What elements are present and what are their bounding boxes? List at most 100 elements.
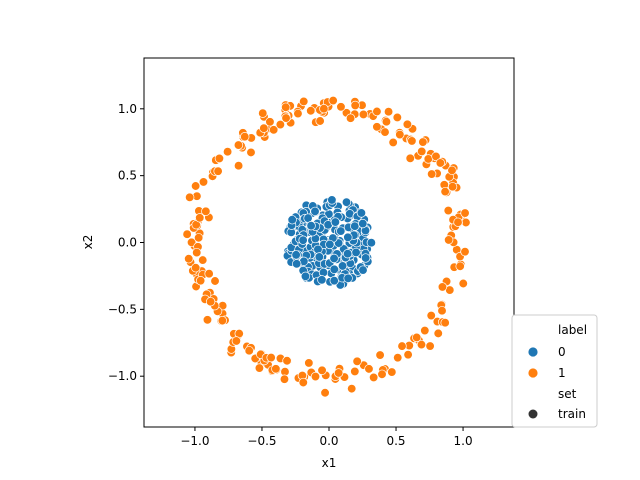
x-tick-label: 1.0 xyxy=(454,434,473,448)
point-series-1 xyxy=(279,374,290,384)
point-series-0 xyxy=(317,275,327,285)
point-series-1 xyxy=(293,108,303,119)
y-axis-label: x2 xyxy=(81,235,95,250)
y-tick-label: 0.5 xyxy=(118,169,137,183)
point-series-1 xyxy=(198,177,209,187)
point-series-1 xyxy=(233,161,244,171)
point-series-1 xyxy=(185,192,195,203)
point-series-1 xyxy=(266,352,276,363)
x-tick-label: −1.0 xyxy=(180,434,209,448)
point-series-1 xyxy=(265,117,275,127)
x-axis-ticks: −1.0 −0.5 0.0 0.5 1.0 xyxy=(180,427,473,448)
point-series-1 xyxy=(202,315,213,325)
point-series-1 xyxy=(393,353,403,363)
point-series-1 xyxy=(281,102,291,112)
legend: label 0 1 set train xyxy=(511,314,598,428)
point-series-1 xyxy=(282,356,292,366)
point-series-0 xyxy=(351,247,361,258)
point-series-1 xyxy=(195,213,205,223)
point-series-0 xyxy=(292,259,302,269)
point-series-1 xyxy=(320,388,330,398)
point-series-1 xyxy=(397,341,407,351)
point-series-1 xyxy=(380,127,390,137)
legend-marker-1 xyxy=(527,367,539,379)
point-series-1 xyxy=(405,153,415,163)
point-series-1 xyxy=(310,371,321,382)
point-series-1 xyxy=(358,109,369,120)
y-tick-label: −0.5 xyxy=(108,302,137,316)
point-series-1 xyxy=(201,206,211,217)
point-series-1 xyxy=(350,366,360,377)
point-series-1 xyxy=(246,147,256,158)
point-series-1 xyxy=(195,276,206,286)
point-series-1 xyxy=(214,153,225,164)
point-series-1 xyxy=(427,169,437,179)
point-series-1 xyxy=(372,106,382,117)
point-series-0 xyxy=(300,271,311,281)
point-series-1 xyxy=(392,112,402,123)
point-series-1 xyxy=(347,383,357,394)
point-series-1 xyxy=(423,154,433,164)
legend-entry-0: 0 xyxy=(558,345,566,359)
point-series-1 xyxy=(345,113,356,123)
point-series-0 xyxy=(330,217,341,227)
point-series-1 xyxy=(271,364,281,374)
point-series-1 xyxy=(254,363,265,373)
point-series-0 xyxy=(291,250,301,260)
point-series-1 xyxy=(182,229,192,239)
point-series-1 xyxy=(426,310,436,321)
legend-box xyxy=(511,314,598,428)
point-series-1 xyxy=(425,341,435,351)
point-series-1 xyxy=(455,261,465,271)
point-series-1 xyxy=(431,151,441,162)
point-series-0 xyxy=(337,261,348,271)
point-series-1 xyxy=(460,208,470,218)
point-series-0 xyxy=(343,232,353,242)
point-series-1 xyxy=(317,365,327,375)
point-series-1 xyxy=(328,95,338,106)
point-series-1 xyxy=(460,247,470,257)
y-tick-label: 0.0 xyxy=(118,236,137,250)
y-tick-label: −1.0 xyxy=(108,369,137,383)
point-series-1 xyxy=(336,102,346,112)
point-series-1 xyxy=(190,181,201,191)
point-series-1 xyxy=(217,315,228,326)
point-series-0 xyxy=(313,244,323,254)
legend-title-label: label xyxy=(558,323,587,337)
point-series-1 xyxy=(192,247,202,258)
point-series-1 xyxy=(184,254,194,264)
point-series-1 xyxy=(275,119,286,130)
point-series-1 xyxy=(377,369,387,379)
point-series-1 xyxy=(383,107,394,117)
point-series-1 xyxy=(352,356,362,366)
point-series-0 xyxy=(358,265,368,275)
x-tick-label: −0.5 xyxy=(247,434,276,448)
point-series-0 xyxy=(343,273,353,283)
scatter-points xyxy=(182,95,471,398)
point-series-1 xyxy=(437,306,447,316)
point-series-0 xyxy=(343,249,353,259)
point-series-1 xyxy=(240,132,250,142)
point-series-0 xyxy=(336,226,346,236)
point-series-1 xyxy=(395,129,405,140)
point-series-1 xyxy=(433,328,443,339)
point-series-1 xyxy=(193,233,204,243)
point-series-1 xyxy=(304,358,314,368)
point-series-1 xyxy=(375,350,385,360)
point-series-1 xyxy=(205,297,216,307)
point-series-0 xyxy=(350,221,360,231)
point-series-1 xyxy=(447,165,457,176)
point-series-1 xyxy=(458,278,468,289)
point-series-1 xyxy=(350,100,360,111)
point-series-1 xyxy=(381,117,392,127)
point-series-1 xyxy=(435,158,445,168)
point-series-1 xyxy=(461,217,471,228)
point-series-1 xyxy=(453,217,463,227)
x-tick-label: 0.0 xyxy=(319,434,338,448)
point-series-1 xyxy=(299,96,309,107)
point-series-1 xyxy=(437,282,448,292)
point-series-1 xyxy=(447,182,458,192)
point-series-1 xyxy=(440,186,450,197)
x-axis-label: x1 xyxy=(322,456,337,470)
